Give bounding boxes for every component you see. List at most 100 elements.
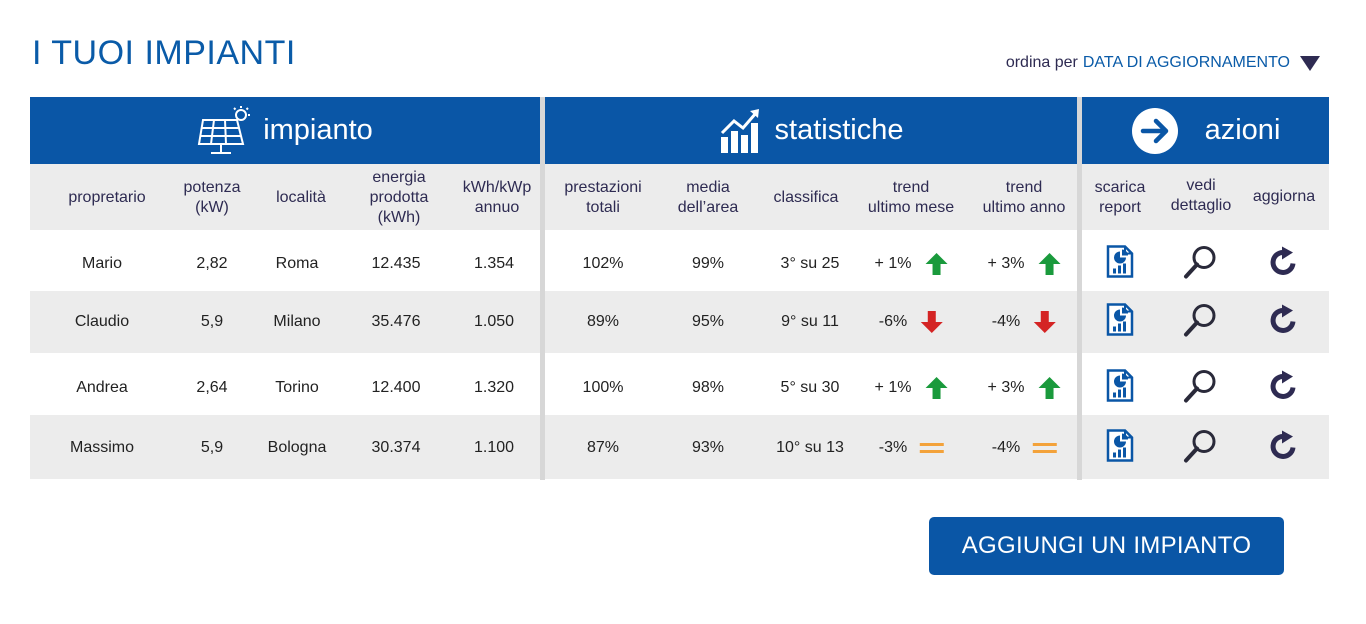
- view-detail-button[interactable]: [1183, 244, 1219, 285]
- cell-localita: Torino: [275, 379, 319, 396]
- refresh-icon: [1268, 246, 1300, 283]
- cell-energia: 35.476: [371, 313, 421, 330]
- cell-energia: 12.400: [371, 379, 421, 396]
- refresh-icon: [1268, 304, 1300, 341]
- refresh-icon: [1268, 430, 1300, 467]
- magnifier-icon: [1183, 244, 1219, 285]
- header-trend-mese: trend ultimo mese: [867, 179, 955, 216]
- header-energia: energia prodotta (kWh): [369, 169, 429, 226]
- column-separator: [540, 97, 545, 480]
- trend-value: -6%: [878, 313, 908, 330]
- arrow-up-icon: [1038, 253, 1061, 275]
- header-potenza: potenza (kW): [183, 179, 241, 216]
- trend-value: + 1%: [874, 255, 912, 272]
- report-document-icon: [1106, 245, 1134, 284]
- refresh-button[interactable]: [1268, 370, 1300, 407]
- cell-proprietario: Mario: [81, 255, 123, 272]
- header-classifica: classifica: [773, 189, 839, 206]
- equal-icon: [920, 443, 945, 453]
- download-report-button[interactable]: [1106, 369, 1134, 408]
- cell-trend-mese: -6%: [879, 309, 945, 335]
- sort-label: ordina per: [1005, 54, 1078, 71]
- trend-value: -4%: [991, 313, 1021, 330]
- magnifier-icon: [1183, 302, 1219, 343]
- trend-value: + 3%: [987, 255, 1025, 272]
- header-proprietario: propretario: [68, 189, 146, 206]
- cell-potenza: 5,9: [200, 439, 224, 456]
- cell-proprietario: Massimo: [69, 439, 135, 456]
- view-detail-button[interactable]: [1183, 302, 1219, 343]
- page-title: I TUOI IMPIANTI: [32, 34, 296, 72]
- solar-panel-icon: [198, 105, 251, 154]
- equal-icon: [1033, 443, 1058, 453]
- cell-trend-anno: -4%: [992, 309, 1058, 335]
- magnifier-icon: [1183, 368, 1219, 409]
- arrow-right-circle-icon: [1131, 107, 1178, 154]
- header-scarica: scarica report: [1094, 179, 1146, 216]
- cell-media: 95%: [691, 313, 725, 330]
- cell-prestazioni: 87%: [586, 439, 620, 456]
- column-separator: [1077, 97, 1082, 480]
- cell-prestazioni: 89%: [586, 313, 620, 330]
- trend-value: -4%: [991, 439, 1021, 456]
- header-localita: località: [276, 189, 326, 206]
- cell-proprietario: Claudio: [74, 313, 130, 330]
- chart-growth-icon: [720, 108, 759, 153]
- arrow-up-icon: [1038, 377, 1061, 399]
- table-row-band: [30, 415, 1329, 479]
- cell-kwh_kwp: 1.354: [473, 255, 515, 272]
- table-header-band: [30, 164, 1329, 230]
- header-aggiorna: aggiorna: [1252, 188, 1316, 205]
- cell-energia: 12.435: [371, 255, 421, 272]
- section-header-azioni: azioni: [1082, 97, 1329, 164]
- header-prestazioni: prestazioni totali: [564, 179, 642, 216]
- report-document-icon: [1106, 429, 1134, 468]
- section-header-statistiche: statistiche: [545, 97, 1077, 164]
- download-report-button[interactable]: [1106, 245, 1134, 284]
- section-title-impianto: impianto: [263, 114, 373, 146]
- refresh-icon: [1268, 370, 1300, 407]
- arrow-down-icon: [921, 311, 944, 333]
- cell-energia: 30.374: [371, 439, 421, 456]
- cell-classifica: 3° su 25: [780, 255, 840, 272]
- cell-classifica: 9° su 11: [781, 313, 839, 330]
- cell-media: 93%: [691, 439, 725, 456]
- download-report-button[interactable]: [1106, 429, 1134, 468]
- arrow-up-icon: [925, 253, 948, 275]
- add-impianto-button[interactable]: AGGIUNGI UN IMPIANTO: [929, 517, 1284, 575]
- report-document-icon: [1106, 369, 1134, 408]
- cell-localita: Milano: [273, 313, 321, 330]
- trend-value: + 1%: [874, 379, 912, 396]
- download-report-button[interactable]: [1106, 303, 1134, 342]
- trend-value: + 3%: [987, 379, 1025, 396]
- cell-localita: Roma: [275, 255, 319, 272]
- refresh-button[interactable]: [1268, 304, 1300, 341]
- table-row-band: [30, 291, 1329, 353]
- cell-kwh_kwp: 1.100: [473, 439, 515, 456]
- view-detail-button[interactable]: [1183, 368, 1219, 409]
- refresh-button[interactable]: [1268, 246, 1300, 283]
- trend-value: -3%: [878, 439, 908, 456]
- cell-potenza: 5,9: [200, 313, 224, 330]
- header-vedi: vedi dettaglio: [1170, 177, 1232, 214]
- section-title-azioni: azioni: [1204, 114, 1281, 146]
- cell-trend-anno: -4%: [992, 435, 1058, 461]
- sort-value[interactable]: DATA DI AGGIORNAMENTO: [1082, 54, 1290, 71]
- section-header-impianto: impianto: [30, 97, 540, 164]
- sort-control[interactable]: ordina per DATA DI AGGIORNAMENTO: [1006, 54, 1320, 72]
- cell-prestazioni: 100%: [582, 379, 624, 396]
- arrow-up-icon: [925, 377, 948, 399]
- cell-trend-anno: + 3%: [988, 251, 1063, 277]
- cell-trend-mese: -3%: [879, 435, 945, 461]
- cell-trend-anno: + 3%: [988, 375, 1063, 401]
- cell-kwh_kwp: 1.320: [473, 379, 515, 396]
- cell-kwh_kwp: 1.050: [473, 313, 515, 330]
- section-title-statistiche: statistiche: [774, 114, 904, 146]
- cell-trend-mese: + 1%: [875, 251, 950, 277]
- view-detail-button[interactable]: [1183, 428, 1219, 469]
- report-document-icon: [1106, 303, 1134, 342]
- sort-dropdown-arrow-icon[interactable]: [1300, 55, 1320, 71]
- cell-prestazioni: 102%: [582, 255, 624, 272]
- refresh-button[interactable]: [1268, 430, 1300, 467]
- cell-classifica: 5° su 30: [780, 379, 840, 396]
